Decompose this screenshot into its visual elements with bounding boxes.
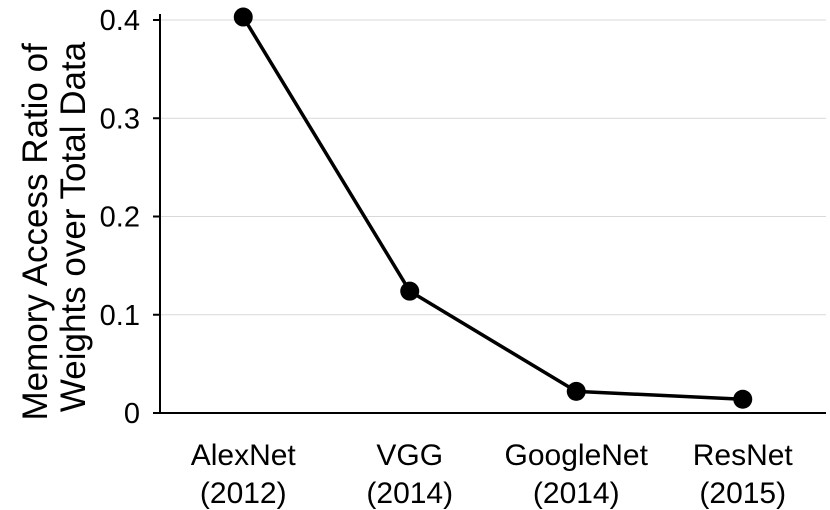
y-axis-title: Memory Access Ratio of Weights over Tota…	[16, 33, 93, 420]
y-tick-label: 0	[124, 398, 140, 430]
x-category-year-label: (2015)	[699, 477, 786, 510]
x-category-label: GoogleNet	[505, 439, 649, 472]
y-tick-labels: 0 0.1 0.2 0.3 0.4	[100, 5, 160, 430]
x-category-year-label: (2012)	[200, 477, 287, 510]
x-category-labels: AlexNet (2012) VGG (2014) GoogleNet (2014) Res…	[191, 439, 794, 510]
y-tick-label: 0.1	[100, 300, 140, 332]
y-tick-label: 0.2	[100, 202, 140, 234]
data-point	[233, 7, 253, 27]
y-axis-title-line-2: Weights over Total Data	[54, 41, 93, 412]
x-category-label: AlexNet	[191, 439, 297, 472]
gridlines	[160, 19, 826, 316]
x-category-label: ResNet	[693, 439, 794, 472]
x-category-label: VGG	[376, 439, 443, 472]
y-tick-label: 0.3	[100, 103, 140, 135]
data-point	[400, 281, 420, 301]
data-series	[233, 7, 753, 409]
data-point	[733, 389, 753, 409]
y-axis-title-line-1: Memory Access Ratio of	[16, 43, 55, 421]
series-line	[241, 16, 743, 401]
y-tick-label: 0.4	[100, 5, 140, 37]
x-category-year-label: (2014)	[366, 477, 453, 510]
data-point	[566, 381, 586, 401]
x-category-year-label: (2014)	[533, 477, 620, 510]
